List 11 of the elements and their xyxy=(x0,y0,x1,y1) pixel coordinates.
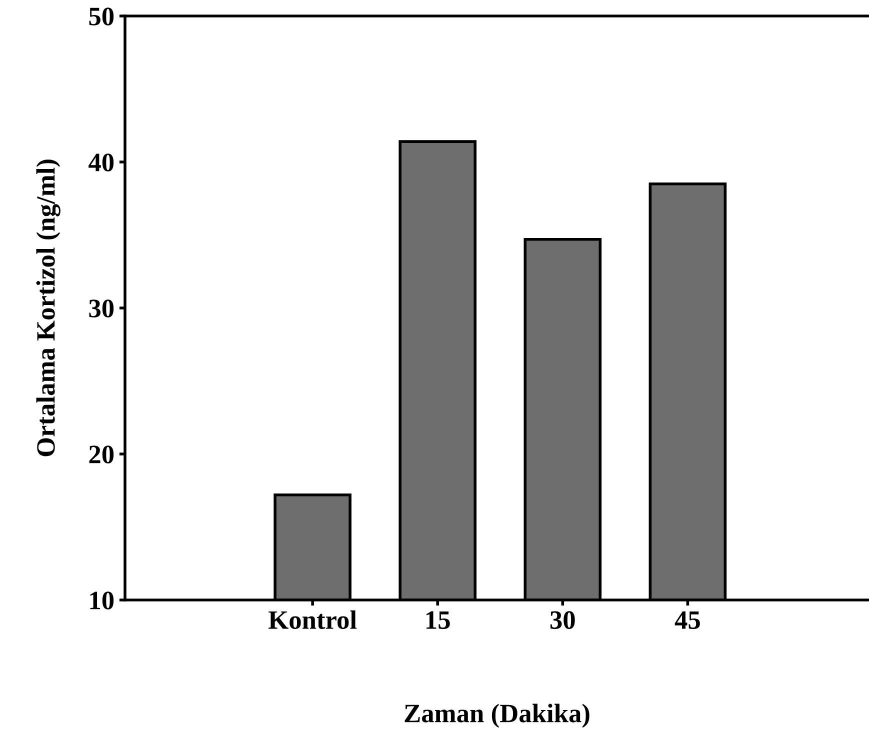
y-tick-label: 20 xyxy=(89,446,114,464)
x-axis-title: Zaman (Dakika) xyxy=(404,704,590,728)
y-tick-label: 10 xyxy=(90,592,114,610)
y-tick-label: 50 xyxy=(89,8,114,26)
x-tick-label: 45 xyxy=(674,611,700,629)
x-tick-label: 30 xyxy=(550,611,575,629)
y-tick-label: 40 xyxy=(88,154,114,172)
y-tick-label: 30 xyxy=(89,300,114,318)
y-axis-title: Ortalama Kortizol (ng/ml) xyxy=(36,160,60,456)
x-tick-label: 15 xyxy=(426,611,450,629)
x-tick-label: Kontrol xyxy=(268,610,357,629)
